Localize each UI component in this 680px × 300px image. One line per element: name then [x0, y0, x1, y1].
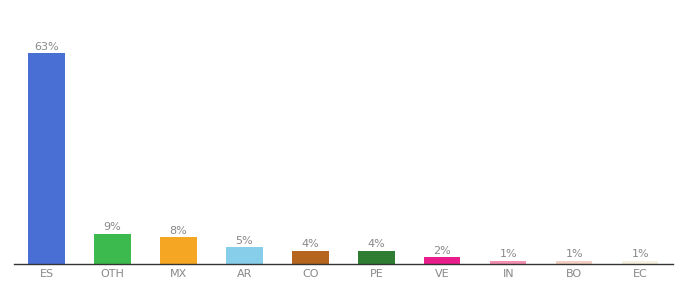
- Bar: [95, 234, 131, 264]
- Bar: [556, 261, 592, 264]
- Bar: [226, 247, 262, 264]
- Text: 4%: 4%: [367, 239, 386, 249]
- Text: 63%: 63%: [34, 42, 59, 52]
- Bar: [160, 237, 197, 264]
- Text: 9%: 9%: [103, 222, 122, 232]
- Bar: [358, 250, 394, 264]
- Text: 5%: 5%: [236, 236, 253, 246]
- Bar: [29, 53, 65, 264]
- Bar: [424, 257, 460, 264]
- Text: 2%: 2%: [433, 246, 452, 256]
- Bar: [292, 250, 328, 264]
- Text: 1%: 1%: [500, 249, 517, 259]
- Bar: [490, 261, 526, 264]
- Bar: [622, 261, 658, 264]
- Text: 4%: 4%: [301, 239, 320, 249]
- Text: 1%: 1%: [566, 249, 583, 259]
- Text: 1%: 1%: [632, 249, 649, 259]
- Text: 8%: 8%: [169, 226, 188, 236]
